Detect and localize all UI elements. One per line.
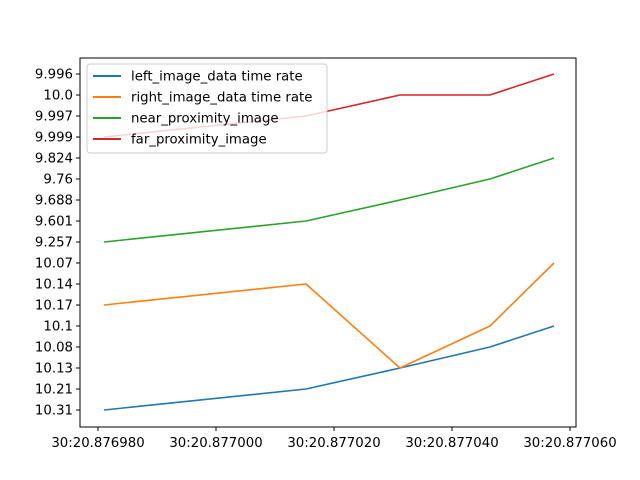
x-tick-label: 30:20.877040 — [405, 436, 498, 451]
y-tick-label: 10.08 — [35, 341, 73, 356]
series-line-2 — [103, 157, 555, 243]
y-tick-label: 10.14 — [35, 278, 73, 293]
y-tick-label: 10.07 — [35, 257, 73, 272]
y-tick-label: 9.76 — [43, 173, 73, 188]
x-axis-ticks: 30:20.876980 30:20.877000 30:20.877020 30:2… — [51, 427, 617, 451]
legend: left_image_data time rate right_image_dat… — [86, 63, 328, 154]
y-axis-ticks: 10.31 10.21 10.13 10.08 10.1 10.17 10.14 10.07 9… — [35, 68, 80, 419]
y-tick-label: 9.824 — [35, 152, 73, 167]
x-tick-label: 30:20.877060 — [523, 436, 616, 451]
y-tick-label: 10.0 — [43, 89, 73, 104]
y-tick-label: 10.13 — [35, 362, 73, 377]
x-tick-label: 30:20.876980 — [51, 436, 144, 451]
legend-box — [86, 63, 328, 154]
legend-label: left_image_data time rate — [131, 70, 303, 85]
y-tick-label: 10.17 — [35, 299, 73, 314]
x-tick-label: 30:20.877020 — [287, 436, 380, 451]
y-tick-label: 9.688 — [35, 194, 73, 209]
y-tick-label: 9.997 — [35, 110, 73, 125]
x-tick-label: 30:20.877000 — [169, 436, 262, 451]
y-tick-label: 9.999 — [35, 131, 73, 146]
y-tick-label: 10.1 — [43, 320, 73, 335]
series-line-1 — [103, 262, 555, 369]
y-tick-label: 9.601 — [35, 215, 73, 230]
y-tick-label: 9.996 — [35, 68, 73, 83]
legend-label: near_proximity_image — [131, 112, 279, 127]
y-tick-label: 9.257 — [35, 236, 73, 251]
y-tick-label: 10.21 — [35, 383, 73, 398]
legend-label: far_proximity_image — [131, 133, 267, 148]
legend-label: right_image_data time rate — [131, 91, 312, 106]
y-tick-label: 10.31 — [35, 404, 73, 419]
